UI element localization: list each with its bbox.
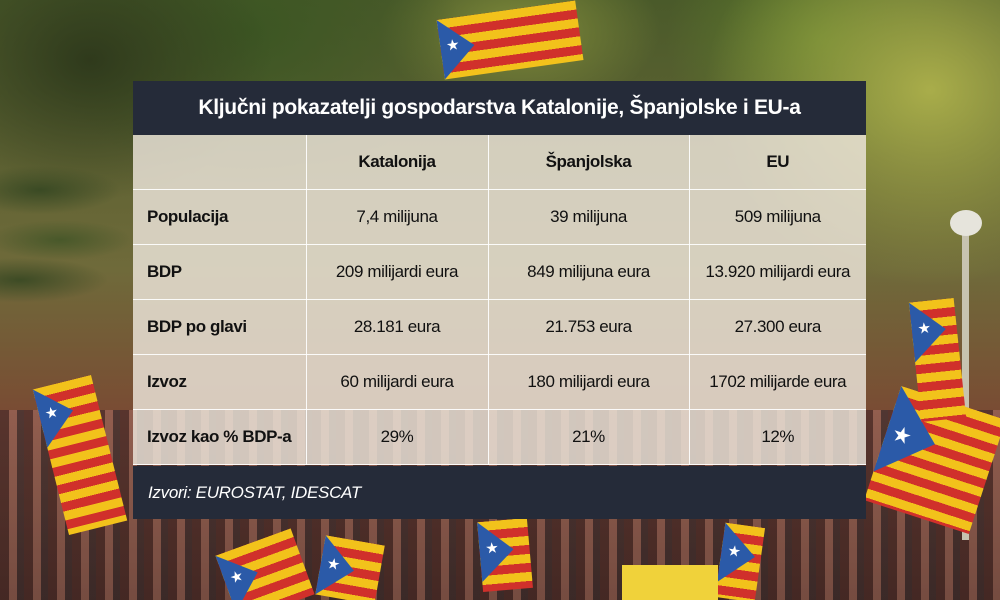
- table-title: Ključni pokazatelji gospodarstva Katalon…: [133, 81, 866, 135]
- table-cell: 27.300 eura: [688, 299, 866, 355]
- table-cell: 21.753 eura: [487, 299, 690, 355]
- table-cell: 7,4 milijuna: [305, 189, 489, 245]
- star-icon: ★: [325, 554, 342, 575]
- street-lamp: [950, 210, 982, 236]
- table-cell: 180 milijardi eura: [487, 354, 690, 410]
- table-cell: 39 milijuna: [487, 189, 690, 245]
- table-row: Izvoz 60 milijardi eura 180 milijardi eu…: [133, 354, 866, 410]
- table-row: Populacija 7,4 milijuna 39 milijuna 509 …: [133, 189, 866, 245]
- row-label: Izvoz: [133, 354, 307, 410]
- row-label: BDP po glavi: [133, 299, 307, 355]
- table-cell: 209 milijardi eura: [305, 244, 489, 300]
- column-header-empty: [133, 135, 307, 190]
- table-row: BDP 209 milijardi eura 849 milijuna eura…: [133, 244, 866, 300]
- table-cell: 29%: [305, 409, 489, 465]
- table-header-row: Katalonija Španjolska EU: [133, 135, 866, 190]
- table-row: BDP po glavi 28.181 eura 21.753 eura 27.…: [133, 299, 866, 355]
- table-cell: 13.920 milijardi eura: [688, 244, 866, 300]
- table-cell: 12%: [688, 409, 866, 465]
- indicators-table: Katalonija Španjolska EU Populacija 7,4 …: [133, 135, 866, 465]
- star-icon: ★: [444, 35, 461, 55]
- table-cell: 1702 milijarde eura: [688, 354, 866, 410]
- column-header-spanjolska: Španjolska: [487, 135, 690, 190]
- row-label: BDP: [133, 244, 307, 300]
- sources-footer: Izvori: EUROSTAT, IDESCAT: [133, 466, 866, 519]
- yellow-sign: [622, 565, 718, 600]
- column-header-eu: EU: [688, 135, 866, 190]
- table-row: Izvoz kao % BDP-a 29% 21% 12%: [133, 409, 866, 465]
- star-icon: ★: [916, 318, 932, 338]
- street-lamp-pole: [962, 220, 969, 540]
- star-icon: ★: [726, 541, 743, 561]
- table-cell: 21%: [487, 409, 690, 465]
- row-label: Populacija: [133, 189, 307, 245]
- column-header-katalonija: Katalonija: [305, 135, 489, 190]
- table-grid: Katalonija Španjolska EU Populacija 7,4 …: [133, 135, 866, 545]
- table-cell: 28.181 eura: [305, 299, 489, 355]
- economy-table-card: Katalonija Španjolska EU Populacija 7,4 …: [133, 81, 866, 519]
- table-cell: 60 milijardi eura: [305, 354, 489, 410]
- table-cell: 849 milijuna eura: [487, 244, 690, 300]
- row-label: Izvoz kao % BDP-a: [133, 409, 307, 465]
- table-cell: 509 milijuna: [688, 189, 866, 245]
